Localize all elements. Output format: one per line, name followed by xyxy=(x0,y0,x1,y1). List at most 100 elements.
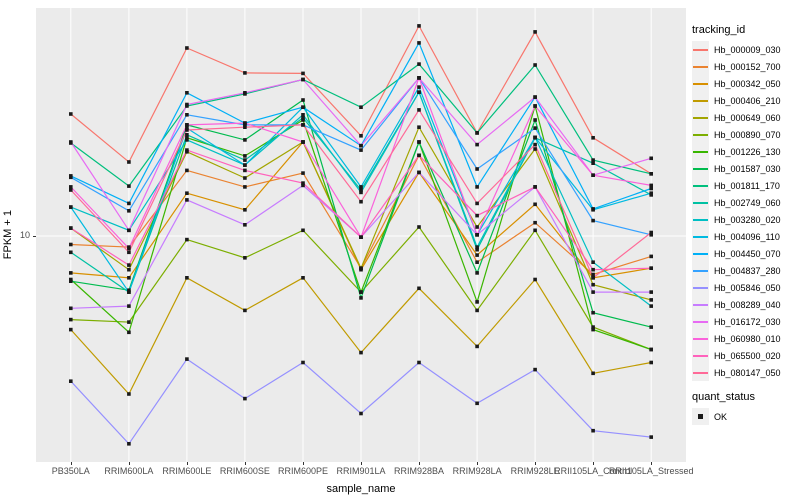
x-axis-tick-label: RRIM600PE xyxy=(277,466,329,476)
series-color-line-icon xyxy=(693,371,708,374)
legend-key xyxy=(692,228,709,245)
legend-item-label: Hb_000890_070 xyxy=(714,129,781,140)
series-color-line-icon xyxy=(693,303,708,306)
legend-item: Hb_002749_060 xyxy=(692,194,798,211)
series-color-line-icon xyxy=(693,252,708,255)
series-color-line-icon xyxy=(693,116,708,119)
legend-item: Hb_000649_060 xyxy=(692,109,798,126)
x-axis-tick-mark xyxy=(70,462,72,465)
chart-canvas xyxy=(36,8,686,462)
x-axis-tick-label: PB350LA xyxy=(51,466,90,476)
series-color-line-icon xyxy=(693,99,708,102)
legend-quant-status: quant_status OK xyxy=(692,391,798,425)
legend-key xyxy=(692,279,709,296)
legend-item-label: Hb_005846_050 xyxy=(714,282,781,293)
x-axis-tick-mark xyxy=(593,462,595,465)
legend-key xyxy=(692,194,709,211)
legend-item-label: Hb_016172_030 xyxy=(714,316,781,327)
legend-key xyxy=(692,109,709,126)
legend-items-tracking-id: Hb_000009_030 Hb_000152_700 Hb_000342_050 H… xyxy=(692,41,798,381)
legend-item-label: Hb_000406_210 xyxy=(714,95,781,106)
legend-key xyxy=(692,245,709,262)
legend-key xyxy=(692,296,709,313)
x-axis-tick-label: RRII105LA_Stressed xyxy=(608,466,694,476)
legend-item-label: Hb_004837_280 xyxy=(714,265,781,276)
legend-key xyxy=(692,41,709,58)
x-axis-tick-mark xyxy=(361,462,362,465)
legend-item-label: Hb_001587_030 xyxy=(714,163,781,174)
legend-key xyxy=(692,143,709,160)
legend-item-ok-label: OK xyxy=(714,411,728,422)
legend-item-label: Hb_000649_060 xyxy=(714,112,781,123)
series-color-line-icon xyxy=(693,167,708,170)
legend-item: Hb_000342_050 xyxy=(692,75,798,92)
series-color-line-icon xyxy=(693,235,708,238)
legend-key xyxy=(692,262,709,279)
x-axis-title: sample_name xyxy=(326,483,396,495)
series-color-line-icon xyxy=(693,150,708,153)
legend-item-label: Hb_001226_130 xyxy=(714,146,781,157)
ok-square-marker-icon xyxy=(698,414,703,419)
series-color-line-icon xyxy=(693,65,708,68)
series-color-line-icon xyxy=(693,218,708,221)
legend-item: Hb_080147_050 xyxy=(692,364,798,381)
legend-key xyxy=(692,126,709,143)
series-color-line-icon xyxy=(693,48,708,51)
legend-key xyxy=(692,313,709,330)
series-color-line-icon xyxy=(693,269,708,272)
x-axis-tick-mark xyxy=(128,462,130,465)
x-axis-tick-label: RRIM901LA xyxy=(336,466,386,476)
legend-item: Hb_005846_050 xyxy=(692,279,798,296)
x-axis-tick-mark xyxy=(303,462,304,465)
x-axis-tick-mark xyxy=(535,462,537,465)
legend-key xyxy=(692,211,709,228)
legend-item-label: Hb_004096_110 xyxy=(714,231,780,242)
legend-key xyxy=(692,330,709,347)
legend-key xyxy=(692,347,709,364)
series-color-line-icon xyxy=(693,201,708,204)
legend-item: Hb_004837_280 xyxy=(692,262,798,279)
legend-item: Hb_004096_110 xyxy=(692,228,798,245)
y-axis-tick-mark xyxy=(33,236,36,237)
legend: tracking_id Hb_000009_030 Hb_000152_700 Hb… xyxy=(692,24,798,425)
legend-item: Hb_001587_030 xyxy=(692,160,798,177)
legend-title-quant-status: quant_status xyxy=(692,391,755,403)
y-axis-tick-label: 10 xyxy=(19,230,30,240)
legend-item-label: Hb_000342_050 xyxy=(714,78,781,89)
x-axis-tick-label: RRII105LA_Control xyxy=(554,466,633,476)
legend-item: Hb_004450_070 xyxy=(692,245,798,262)
legend-item-label: Hb_060980_010 xyxy=(714,333,781,344)
x-axis-tick-mark xyxy=(244,462,246,465)
x-axis-tick-label: RRIM600LE xyxy=(162,466,212,476)
legend-item: Hb_000406_210 xyxy=(692,92,798,109)
legend-key xyxy=(692,364,709,381)
legend-title-tracking-id: tracking_id xyxy=(692,24,746,36)
legend-item-label: Hb_080147_050 xyxy=(714,367,781,378)
x-axis-tick-mark xyxy=(419,462,420,465)
legend-item: Hb_060980_010 xyxy=(692,330,798,347)
legend-item-label: Hb_001811_170 xyxy=(714,180,780,191)
legend-item: Hb_000890_070 xyxy=(692,126,798,143)
series-color-line-icon xyxy=(693,337,708,340)
legend-item: Hb_001226_130 xyxy=(692,143,798,160)
legend-key xyxy=(692,177,709,194)
legend-item-label: Hb_065500_020 xyxy=(714,350,781,361)
legend-item-label: Hb_008289_040 xyxy=(714,299,781,310)
legend-item: Hb_001811_170 xyxy=(692,177,798,194)
legend-item-label: Hb_004450_070 xyxy=(714,248,781,259)
legend-item: Hb_016172_030 xyxy=(692,313,798,330)
plot-panel xyxy=(36,8,686,462)
series-color-line-icon xyxy=(693,320,708,323)
x-axis-tick-label: RRIM928BA xyxy=(393,466,445,476)
legend-item-label: Hb_000152_700 xyxy=(714,61,781,72)
x-axis-tick-mark xyxy=(651,462,653,465)
x-axis-tick-mark xyxy=(477,462,479,465)
series-color-line-icon xyxy=(693,82,708,85)
legend-item-label: Hb_000009_030 xyxy=(714,44,781,55)
legend-item: Hb_000009_030 xyxy=(692,41,798,58)
x-axis-tick-label: RRIM600LA xyxy=(104,466,154,476)
legend-key-ok xyxy=(692,408,709,425)
legend-item-ok: OK xyxy=(692,408,798,425)
legend-item: Hb_008289_040 xyxy=(692,296,798,313)
